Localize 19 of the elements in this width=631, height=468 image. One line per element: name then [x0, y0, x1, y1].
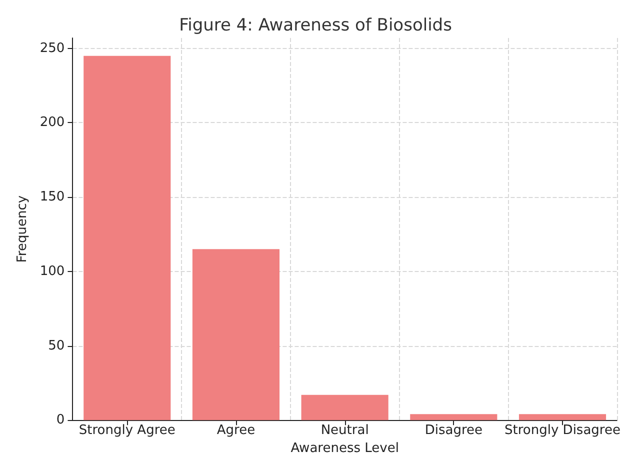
x-tick-label: Neutral: [320, 423, 369, 438]
bar: [301, 394, 388, 420]
x-tick-label: Disagree: [424, 423, 482, 438]
y-tick-label: 0: [56, 412, 65, 428]
bar: [518, 414, 606, 420]
x-tick-label: Strongly Disagree: [504, 423, 620, 438]
x-axis-title: Awareness Level: [290, 441, 399, 456]
y-tick-label: 100: [40, 264, 65, 279]
y-axis-title: Frequency: [15, 195, 30, 263]
y-tick-label: 50: [48, 338, 65, 354]
y-tick-label: 150: [40, 190, 65, 205]
bar: [410, 414, 498, 420]
y-tick-label: 250: [40, 40, 65, 56]
chart-title: Figure 4: Awareness of Biosolids: [179, 16, 452, 36]
bar: [192, 249, 280, 420]
x-tick-label: Strongly Agree: [78, 423, 176, 438]
bar: [84, 56, 171, 420]
x-tick-label: Agree: [216, 423, 256, 438]
y-tick-label: 200: [40, 115, 65, 130]
